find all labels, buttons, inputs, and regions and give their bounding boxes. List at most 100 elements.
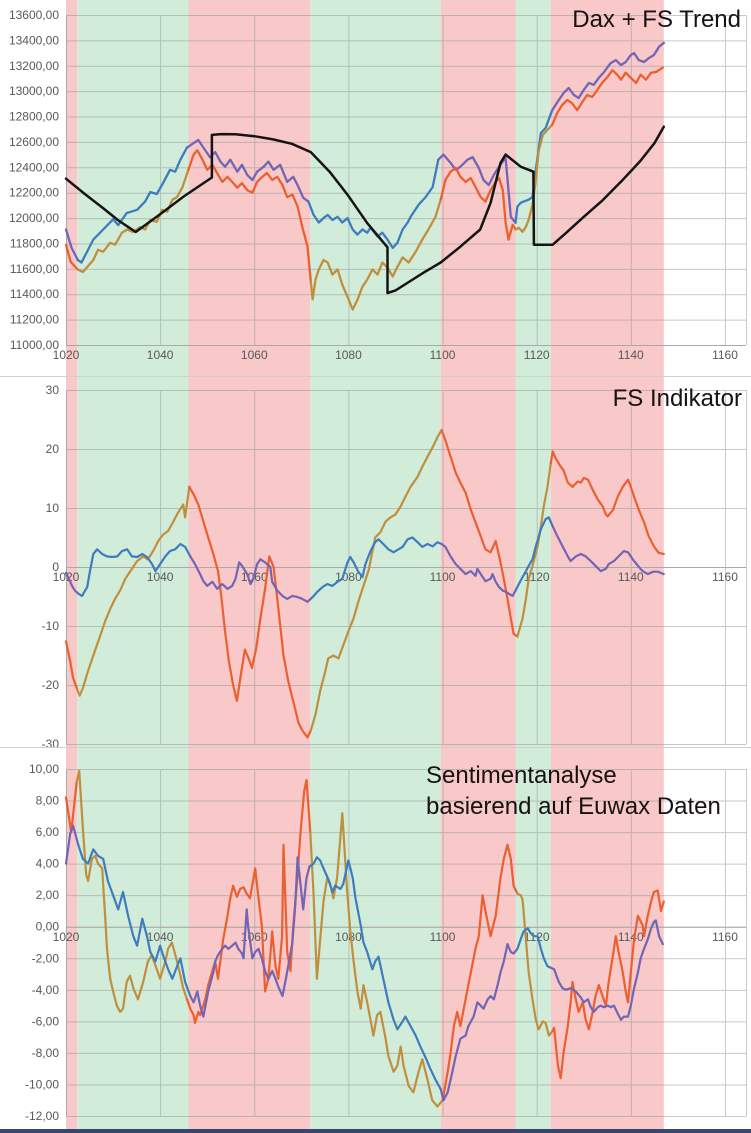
svg-text:1080: 1080 bbox=[335, 930, 362, 944]
series-fs-trend bbox=[64, 125, 666, 295]
svg-text:13600,00: 13600,00 bbox=[9, 8, 59, 22]
series-dax-line-1 bbox=[514, 109, 554, 224]
series-fs-indikator-2 bbox=[551, 525, 665, 576]
series-fs-indikator-1 bbox=[76, 485, 191, 697]
svg-text:1120: 1120 bbox=[524, 348, 550, 362]
series-euwax-sentiment-2 bbox=[77, 843, 192, 998]
svg-text:1020: 1020 bbox=[53, 348, 80, 362]
series-dax-line-1 bbox=[64, 228, 79, 262]
series-fs-indikator-2 bbox=[189, 555, 314, 603]
series-euwax-sentiment-1 bbox=[516, 892, 554, 1037]
svg-text:10,00: 10,00 bbox=[29, 762, 59, 776]
chart-title-sentimentanalyse: Sentimentanalyse basierend auf Euwax Dat… bbox=[426, 760, 721, 822]
svg-text:10: 10 bbox=[46, 501, 60, 515]
svg-text:-6,00: -6,00 bbox=[32, 1014, 60, 1028]
tick-labels: 13600,00 13400,00 13200,00 13000,00 12800,00… bbox=[9, 8, 738, 362]
svg-text:1160: 1160 bbox=[712, 930, 738, 944]
series-euwax-sentiment-2 bbox=[308, 856, 442, 1091]
svg-text:1160: 1160 bbox=[712, 570, 738, 584]
series-fs-indikator-2 bbox=[311, 536, 443, 599]
chart-title-line-1: Sentimentanalyse bbox=[426, 762, 617, 789]
svg-text:1040: 1040 bbox=[147, 348, 174, 362]
series-euwax-sentiment-2 bbox=[64, 824, 80, 865]
svg-text:1080: 1080 bbox=[335, 570, 362, 584]
svg-text:12000,00: 12000,00 bbox=[9, 211, 59, 225]
series-euwax-sentiment-1 bbox=[75, 769, 189, 1013]
series-fs-indikator-1 bbox=[309, 429, 443, 732]
svg-text:1100: 1100 bbox=[430, 930, 456, 944]
series-euwax-sentiment-2 bbox=[549, 919, 664, 1021]
series-dax-line-2 bbox=[439, 166, 517, 241]
series-fs-indikator-1 bbox=[188, 485, 312, 739]
series-dax-line-2 bbox=[64, 243, 79, 271]
series-fs-indikator-2 bbox=[440, 542, 517, 597]
svg-text:6,00: 6,00 bbox=[36, 825, 60, 839]
svg-text:1100: 1100 bbox=[430, 570, 456, 584]
svg-text:1020: 1020 bbox=[53, 570, 80, 584]
series-euwax-sentiment-2 bbox=[516, 927, 552, 969]
svg-text:12400,00: 12400,00 bbox=[9, 160, 59, 174]
svg-text:11200,00: 11200,00 bbox=[10, 313, 59, 327]
series-dax-line-2 bbox=[187, 149, 312, 283]
tick-labels: 10,00 8,00 6,00 4,00 2,00 0,00 -2,00 -4,00 -6,00… bbox=[25, 762, 738, 1123]
svg-text:11800,00: 11800,00 bbox=[10, 236, 59, 250]
svg-text:-8,00: -8,00 bbox=[32, 1046, 60, 1060]
svg-text:1080: 1080 bbox=[335, 348, 362, 362]
series-dax-line-2 bbox=[76, 168, 190, 274]
svg-text:-10: -10 bbox=[42, 619, 60, 633]
svg-text:8,00: 8,00 bbox=[36, 794, 60, 808]
svg-text:-2,00: -2,00 bbox=[32, 951, 60, 965]
svg-text:20: 20 bbox=[46, 442, 60, 456]
series-dax-line-2 bbox=[551, 66, 664, 126]
svg-text:1100: 1100 bbox=[430, 348, 456, 362]
svg-text:0,00: 0,00 bbox=[36, 920, 60, 934]
chart-title-fs-indikator: FS Indikator bbox=[612, 385, 742, 412]
svg-text:1160: 1160 bbox=[712, 348, 738, 362]
svg-text:30: 30 bbox=[46, 383, 60, 397]
series-fs-indikator-1 bbox=[516, 462, 552, 638]
svg-text:12200,00: 12200,00 bbox=[9, 186, 59, 200]
svg-text:1140: 1140 bbox=[618, 930, 644, 944]
chart-canvas-0: 13600,00 13400,00 13200,00 13000,00 12800,00… bbox=[9, 0, 747, 376]
svg-text:-12,00: -12,00 bbox=[25, 1109, 59, 1123]
svg-text:1020: 1020 bbox=[53, 930, 80, 944]
svg-text:0: 0 bbox=[52, 560, 59, 574]
svg-text:1140: 1140 bbox=[618, 348, 644, 362]
series-euwax-sentiment-1 bbox=[185, 778, 312, 1024]
svg-text:11000,00: 11000,00 bbox=[10, 338, 59, 352]
series-fs-indikator-1 bbox=[549, 450, 665, 556]
series-dax-line-1 bbox=[307, 158, 440, 250]
series-fs-indikator-2 bbox=[514, 516, 554, 592]
window-bottom-edge bbox=[0, 1129, 751, 1133]
series-euwax-sentiment-1 bbox=[551, 889, 665, 1080]
series-euwax-sentiment-1 bbox=[441, 843, 519, 1102]
svg-text:2,00: 2,00 bbox=[36, 888, 60, 902]
series-fs-indikator-1 bbox=[64, 640, 79, 691]
svg-text:1060: 1060 bbox=[241, 348, 268, 362]
svg-text:12600,00: 12600,00 bbox=[9, 135, 59, 149]
svg-text:12800,00: 12800,00 bbox=[9, 110, 59, 124]
trend-phase-bands bbox=[66, 748, 664, 1129]
chart-panel-fs-indikator: FS Indikator 30 20 10 0 -10 -20 -30 1020 1040 106… bbox=[0, 377, 751, 748]
series-dax-line-2 bbox=[514, 123, 554, 233]
svg-text:-20: -20 bbox=[42, 678, 60, 692]
chart-panel-dax-fs-trend: Dax + FS Trend 13600,00 13400,00 13200,00 1… bbox=[0, 0, 751, 377]
svg-text:-10,00: -10,00 bbox=[25, 1077, 59, 1091]
svg-text:4,00: 4,00 bbox=[36, 857, 60, 871]
chart-title-line-2: basierend auf Euwax Daten bbox=[426, 793, 721, 820]
series-euwax-sentiment-2 bbox=[439, 943, 519, 1102]
svg-text:11600,00: 11600,00 bbox=[10, 262, 59, 276]
svg-text:13000,00: 13000,00 bbox=[9, 84, 59, 98]
svg-text:1040: 1040 bbox=[147, 930, 174, 944]
series-dax-line-1 bbox=[185, 138, 310, 203]
svg-text:11400,00: 11400,00 bbox=[10, 287, 59, 301]
series-fs-indikator-1 bbox=[440, 429, 519, 638]
svg-text:13400,00: 13400,00 bbox=[9, 33, 59, 47]
chart-canvas-2: 10,00 8,00 6,00 4,00 2,00 0,00 -2,00 -4,00 -6,00… bbox=[25, 748, 747, 1129]
series-euwax-sentiment-2 bbox=[189, 856, 311, 1018]
chart-title-dax-fs-trend: Dax + FS Trend bbox=[572, 6, 741, 33]
svg-text:13200,00: 13200,00 bbox=[9, 59, 59, 73]
series-dax-line-1 bbox=[76, 146, 189, 264]
